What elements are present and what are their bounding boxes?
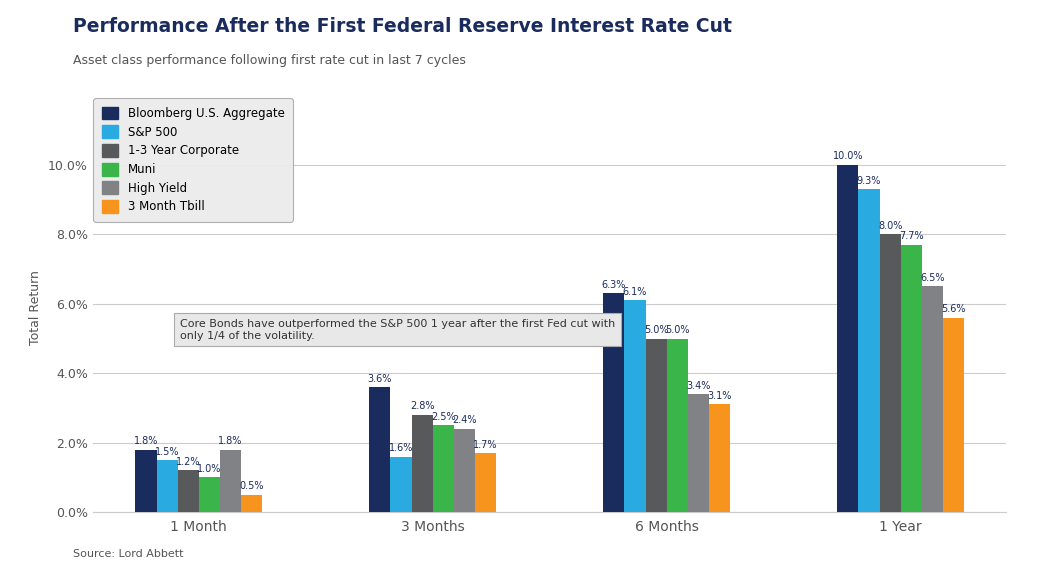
Text: 5.0%: 5.0% bbox=[665, 325, 690, 335]
Bar bbox=[475, 453, 496, 512]
Text: 2.4%: 2.4% bbox=[452, 415, 476, 425]
Bar bbox=[157, 460, 177, 512]
Bar bbox=[667, 339, 688, 512]
Text: 10.0%: 10.0% bbox=[833, 151, 863, 162]
Text: 1.7%: 1.7% bbox=[473, 440, 498, 450]
Text: 2.5%: 2.5% bbox=[430, 412, 455, 422]
Bar bbox=[708, 405, 730, 512]
Bar bbox=[688, 394, 708, 512]
Text: 0.5%: 0.5% bbox=[239, 481, 263, 491]
Y-axis label: Total Return: Total Return bbox=[29, 270, 43, 345]
Bar bbox=[136, 450, 157, 512]
Text: 1.5%: 1.5% bbox=[155, 447, 179, 456]
Text: Performance After the First Federal Reserve Interest Rate Cut: Performance After the First Federal Rese… bbox=[73, 17, 731, 36]
Bar bbox=[391, 456, 412, 512]
Bar bbox=[369, 387, 391, 512]
Text: 2.8%: 2.8% bbox=[410, 401, 435, 411]
Text: 1.8%: 1.8% bbox=[218, 436, 243, 446]
Text: 3.6%: 3.6% bbox=[368, 374, 392, 384]
Bar bbox=[453, 429, 475, 512]
Bar bbox=[879, 234, 900, 512]
Text: 1.0%: 1.0% bbox=[197, 464, 221, 474]
Text: 7.7%: 7.7% bbox=[899, 231, 923, 241]
Text: 6.1%: 6.1% bbox=[623, 287, 647, 297]
Bar bbox=[432, 425, 453, 512]
Bar bbox=[900, 245, 922, 512]
Bar bbox=[241, 494, 261, 512]
Bar bbox=[604, 294, 624, 512]
Text: 9.3%: 9.3% bbox=[857, 176, 881, 185]
Legend: Bloomberg U.S. Aggregate, S&P 500, 1-3 Year Corporate, Muni, High Yield, 3 Month: Bloomberg U.S. Aggregate, S&P 500, 1-3 Y… bbox=[93, 98, 292, 222]
Bar bbox=[624, 300, 646, 512]
Bar bbox=[646, 339, 667, 512]
Text: 6.3%: 6.3% bbox=[601, 280, 626, 290]
Bar bbox=[838, 165, 859, 512]
Text: 3.4%: 3.4% bbox=[686, 381, 710, 390]
Bar bbox=[859, 189, 879, 512]
Text: 5.0%: 5.0% bbox=[644, 325, 668, 335]
Text: 1.2%: 1.2% bbox=[176, 457, 200, 467]
Text: 8.0%: 8.0% bbox=[878, 221, 902, 231]
Text: Asset class performance following first rate cut in last 7 cycles: Asset class performance following first … bbox=[73, 54, 466, 67]
Bar bbox=[220, 450, 241, 512]
Text: Source: Lord Abbett: Source: Lord Abbett bbox=[73, 549, 184, 559]
Bar bbox=[412, 415, 432, 512]
Text: 1.8%: 1.8% bbox=[134, 436, 159, 446]
Text: 5.6%: 5.6% bbox=[941, 304, 965, 314]
Text: Core Bonds have outperformed the S&P 500 1 year after the first Fed cut with
onl: Core Bonds have outperformed the S&P 500… bbox=[179, 319, 615, 341]
Text: 1.6%: 1.6% bbox=[389, 443, 413, 453]
Bar bbox=[199, 477, 220, 512]
Bar bbox=[943, 318, 963, 512]
Bar bbox=[177, 471, 199, 512]
Text: 3.1%: 3.1% bbox=[707, 391, 731, 401]
Bar bbox=[922, 286, 943, 512]
Text: 6.5%: 6.5% bbox=[920, 273, 945, 283]
